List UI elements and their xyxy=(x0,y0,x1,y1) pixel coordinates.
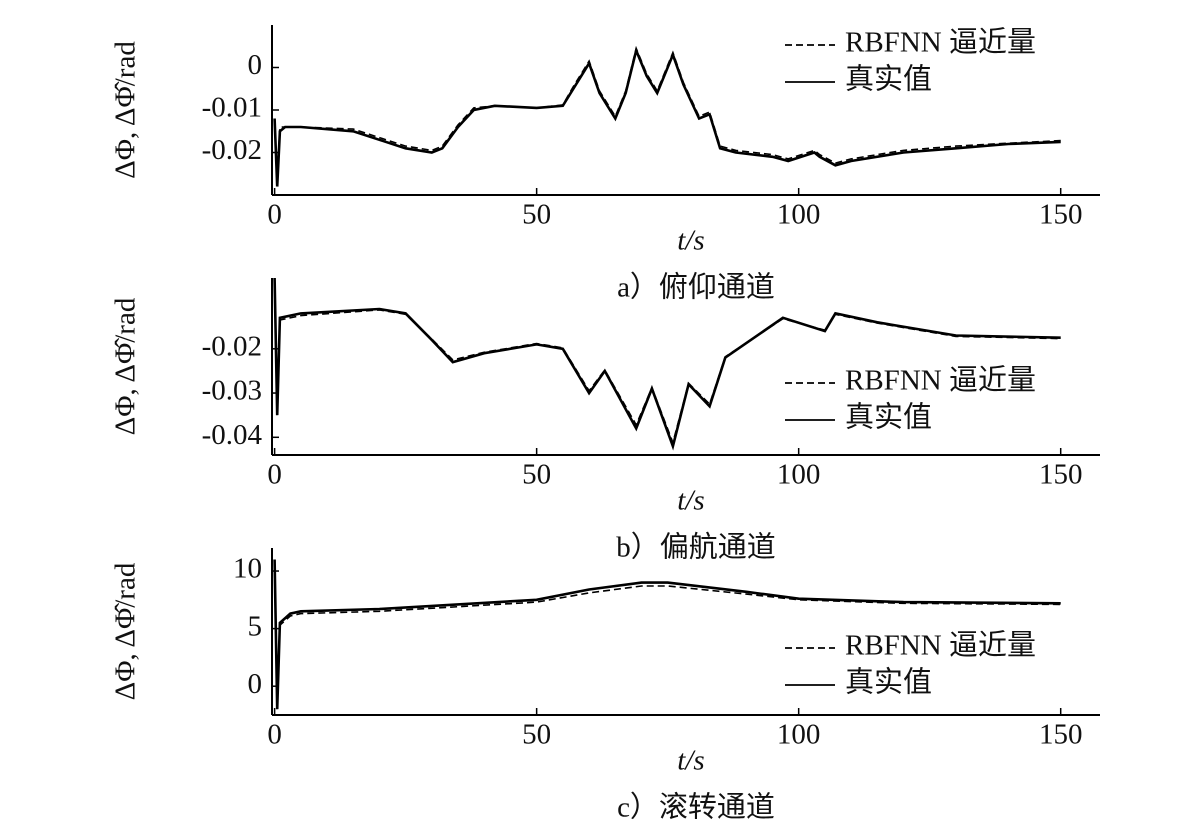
y-tick-label: 0 xyxy=(248,49,263,81)
x-tick-label: 0 xyxy=(267,459,282,491)
x-tick-label: 50 xyxy=(522,719,551,751)
x-axis-label: t/s xyxy=(677,485,704,517)
series-line xyxy=(273,46,1061,187)
x-tick-label: 50 xyxy=(522,459,551,491)
x-axis-label: t/s xyxy=(677,745,704,777)
legend-label: RBFNN 逼近量 xyxy=(845,629,1036,662)
x-tick-label: 100 xyxy=(777,199,821,231)
legend-label: 真实值 xyxy=(845,666,932,699)
y-axis-label: ΔΦ, ΔΦ̂/rad xyxy=(110,297,142,435)
series-line xyxy=(273,559,1061,710)
y-tick-label: -0.01 xyxy=(202,92,262,124)
y-tick-label: 0 xyxy=(248,668,263,700)
caption: c）滚转通道 xyxy=(617,791,775,824)
legend-label: RBFNN 逼近量 xyxy=(845,26,1036,59)
x-tick-label: 100 xyxy=(777,459,821,491)
x-tick-label: 50 xyxy=(522,199,551,231)
x-tick-label: 0 xyxy=(267,719,282,751)
x-tick-label: 0 xyxy=(267,199,282,231)
x-axis-label: t/s xyxy=(677,225,704,257)
x-tick-label: 150 xyxy=(1039,719,1083,751)
y-tick-label: 5 xyxy=(248,610,263,642)
series-line xyxy=(273,277,1061,451)
y-tick-label: -0.02 xyxy=(202,134,262,166)
legend-label: RBFNN 逼近量 xyxy=(845,364,1036,397)
series-line xyxy=(273,282,1061,446)
legend-label: 真实值 xyxy=(845,63,932,96)
caption: b）偏航通道 xyxy=(616,531,776,564)
y-tick-label: 10 xyxy=(233,553,262,585)
y-tick-label: -0.04 xyxy=(202,419,263,451)
y-tick-label: -0.02 xyxy=(202,330,262,362)
y-tick-label: -0.03 xyxy=(202,375,262,407)
legend-label: 真实值 xyxy=(845,401,932,434)
x-tick-label: 100 xyxy=(777,719,821,751)
x-tick-label: 150 xyxy=(1039,199,1083,231)
caption: a）俯仰通道 xyxy=(617,271,775,304)
x-tick-label: 150 xyxy=(1039,459,1083,491)
y-axis-label: ΔΦ, ΔΦ̂/rad xyxy=(110,41,142,179)
y-axis-label: ΔΦ, ΔΦ̂/rad xyxy=(110,562,142,700)
